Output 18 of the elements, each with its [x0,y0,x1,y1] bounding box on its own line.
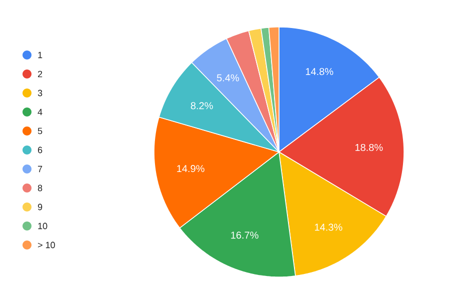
legend-label: 1 [38,52,42,58]
legend-label: 3 [38,90,42,96]
data-label: 14.8% [306,68,334,76]
data-label: 18.8% [355,144,383,152]
legend-label: 8 [38,184,42,192]
data-label: 14.9% [177,165,204,172]
data-label: 5.4% [216,74,239,82]
legend-label: 5 [38,128,42,134]
data-label: 14.3% [315,224,342,231]
legend-label: 9 [38,204,42,210]
legend-label: 7 [38,166,42,172]
data-label: 16.7% [231,232,258,239]
legend-label: 2 [38,70,42,78]
legend-label: > 10 [38,242,55,248]
legend-label: 6 [38,146,42,154]
legend-label: 4 [38,108,42,116]
data-label: 8.2% [190,102,213,110]
legend-label: 10 [38,222,48,230]
